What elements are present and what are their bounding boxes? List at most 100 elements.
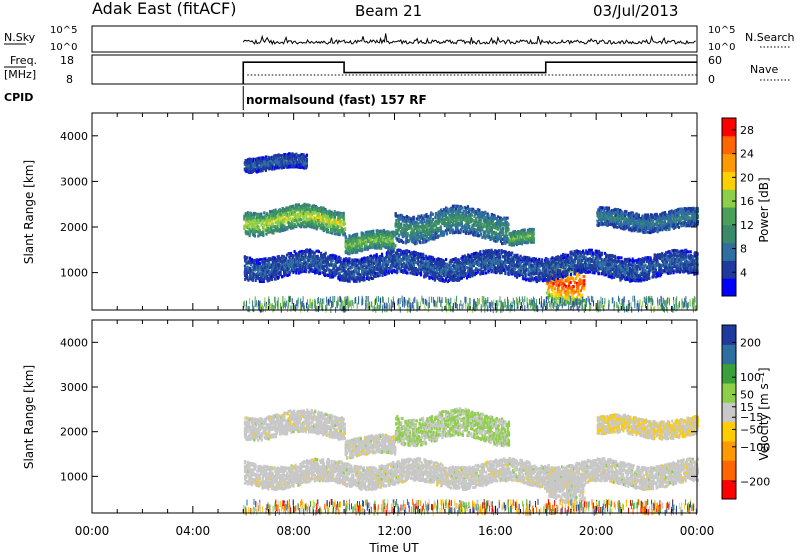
echo-cell	[289, 213, 292, 217]
echo-cell	[569, 301, 572, 305]
echo-cell	[439, 229, 443, 233]
echo-cell	[625, 225, 629, 229]
echo-cell	[410, 219, 413, 223]
echo-cell	[278, 214, 281, 218]
echo-cell	[652, 222, 655, 226]
echo-cell	[382, 236, 385, 240]
freq-line	[242, 61, 697, 84]
echo-cell	[578, 292, 581, 296]
echo-cell	[406, 232, 409, 236]
echo-cell	[258, 227, 261, 230]
echo-cell	[484, 215, 487, 219]
echo-cell	[600, 209, 603, 213]
echo-cell	[651, 230, 654, 234]
nsky-trace	[242, 33, 696, 46]
echo-cell	[369, 241, 372, 245]
echo-cell	[609, 210, 612, 214]
echo-cell	[261, 221, 264, 225]
echo-cell	[668, 214, 671, 218]
echo-cell	[274, 277, 277, 281]
echo-cell	[469, 220, 472, 224]
echo-cell	[574, 290, 577, 294]
echo-cell	[375, 238, 378, 241]
echo-cell	[688, 216, 691, 220]
echo-cell	[445, 207, 449, 211]
echo-cell	[457, 218, 460, 222]
echo-cell	[667, 218, 670, 222]
echo-cell	[452, 207, 455, 211]
echo-cell	[325, 214, 328, 218]
echo-cell	[340, 213, 343, 217]
echo-cell	[296, 267, 299, 271]
echo-cell	[267, 218, 270, 222]
echo-cell	[303, 269, 306, 273]
echo-cell	[678, 209, 682, 213]
echo-cell	[306, 265, 309, 269]
echo-cell	[339, 257, 342, 261]
echo-cell	[250, 263, 253, 267]
echo-cell	[390, 240, 393, 244]
echo-cell	[550, 281, 553, 285]
echo-cell	[405, 226, 408, 230]
echo-cell	[511, 235, 514, 239]
echo-cell	[504, 219, 507, 223]
echo-cell	[616, 209, 619, 212]
echo-cell	[444, 213, 448, 217]
echo-cell	[453, 223, 456, 227]
echo-cell	[617, 219, 620, 223]
echo-cell	[318, 208, 321, 212]
echo-cell	[316, 270, 319, 274]
echo-cell	[441, 222, 444, 226]
cpid-row: CPID normalsound (fast) 157 RF	[4, 86, 427, 110]
echo-cell	[654, 213, 657, 216]
echo-cell	[352, 234, 355, 238]
echo-cell	[509, 242, 512, 246]
echo-cell	[275, 259, 278, 263]
echo-cell	[465, 211, 468, 215]
echo-cell	[568, 282, 571, 286]
echo-cell	[415, 241, 418, 245]
echo-cell	[522, 230, 525, 234]
echo-cell	[269, 227, 272, 231]
echo-cell	[275, 211, 278, 215]
echo-cell	[400, 214, 404, 218]
echo-cell	[429, 223, 432, 227]
echo-cell	[251, 221, 254, 225]
echo-cell	[503, 216, 506, 220]
echo-cell	[447, 219, 450, 223]
echo-cell	[414, 232, 417, 236]
echo-cell	[296, 207, 299, 211]
echo-cell	[437, 226, 440, 230]
echo-cell	[453, 214, 456, 218]
echo-cell	[449, 231, 452, 235]
echo-cell	[243, 214, 246, 218]
echo-cell	[450, 215, 453, 219]
echo-cell	[668, 225, 671, 229]
echo-cell	[481, 210, 484, 214]
echo-cell	[574, 272, 577, 276]
echo-cell	[423, 230, 426, 234]
echo-cell	[295, 225, 298, 229]
echo-cell	[676, 215, 679, 219]
echo-cell	[583, 279, 586, 283]
echo-cell	[499, 228, 502, 232]
echo-cell	[373, 246, 376, 250]
echo-cell	[355, 245, 358, 249]
echo-cell	[646, 219, 649, 223]
echo-cell	[403, 216, 407, 220]
echo-cell	[457, 231, 460, 235]
echo-cell	[270, 267, 273, 271]
echo-cell	[332, 274, 335, 278]
echo-cell	[641, 219, 644, 223]
echo-cell	[568, 284, 571, 288]
echo-cell	[323, 271, 327, 275]
echo-cell	[292, 212, 295, 216]
echo-cell	[629, 222, 633, 225]
echo-cell	[499, 222, 503, 226]
echo-cell	[267, 215, 270, 219]
echo-cell	[329, 259, 333, 263]
echo-cell	[687, 222, 690, 226]
echo-cell	[305, 221, 309, 225]
echo-cell	[481, 215, 484, 219]
echo-cell	[507, 223, 510, 227]
